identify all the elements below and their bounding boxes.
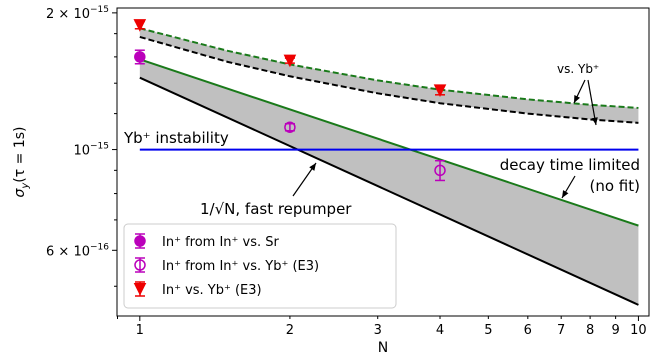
data-point-series-2 <box>433 84 447 97</box>
data-point-series-1 <box>434 164 446 177</box>
x-tick-label: 3 <box>374 323 382 338</box>
data-point-series-1 <box>284 121 296 133</box>
legend-marker <box>134 259 146 271</box>
legend-marker <box>133 283 147 296</box>
x-tick-label: 5 <box>484 323 492 338</box>
band-upper-line-1 <box>139 27 639 109</box>
x-tick-label: 1 <box>136 323 144 338</box>
band-upper-line-0 <box>139 58 639 227</box>
y-tick-label: 10−15 <box>73 142 109 159</box>
vs-yb-label: vs. Yb⁺ <box>557 62 599 76</box>
vs-yb-arrow-2-head <box>591 117 598 125</box>
band-lower-line-1 <box>139 35 639 124</box>
x-tick-label: 2 <box>286 323 294 338</box>
decay-arrow-head <box>562 190 569 198</box>
no-fit-label: (no fit) <box>590 177 641 195</box>
decay-time-label: decay time limited <box>500 156 640 174</box>
y-tick-label: 6 × 10−16 <box>46 242 109 259</box>
yb-instability-label: Yb⁺ instability <box>123 129 229 147</box>
legend-label: In⁺ from In⁺ vs. Sr <box>162 235 280 250</box>
plot-frame <box>116 7 650 317</box>
x-tick-label: 4 <box>436 323 444 338</box>
sqrt-n-arrow-head <box>309 163 316 171</box>
legend-marker <box>134 235 146 247</box>
y-tick-label: 2 × 10−15 <box>46 5 109 22</box>
vs-yb-arrow-1-head <box>574 95 580 103</box>
band-decay <box>139 59 639 305</box>
x-tick-label: 6 <box>524 323 532 338</box>
y-axis-label: σy(τ = 1s) <box>12 127 31 198</box>
legend-box <box>123 223 397 309</box>
x-tick-label: 8 <box>586 323 594 338</box>
sqrt-n-label: 1/√N, fast repumper <box>200 200 352 218</box>
vs-yb-arrow-2 <box>587 79 597 126</box>
x-tick-label: 9 <box>611 323 619 338</box>
x-tick-label: 10 <box>630 323 647 338</box>
legend-label: In⁺ vs. Yb⁺ (E3) <box>162 283 262 298</box>
band-lower-line-0 <box>139 76 639 306</box>
band-yb <box>139 28 639 123</box>
x-tick-label: 7 <box>557 323 565 338</box>
legend-label: In⁺ from In⁺ vs. Yb⁺ (E3) <box>162 259 319 274</box>
data-point-series-0 <box>134 51 146 63</box>
data-point-series-2 <box>283 54 297 68</box>
data-point-series-2 <box>133 19 147 32</box>
x-axis-label: N <box>378 340 388 356</box>
